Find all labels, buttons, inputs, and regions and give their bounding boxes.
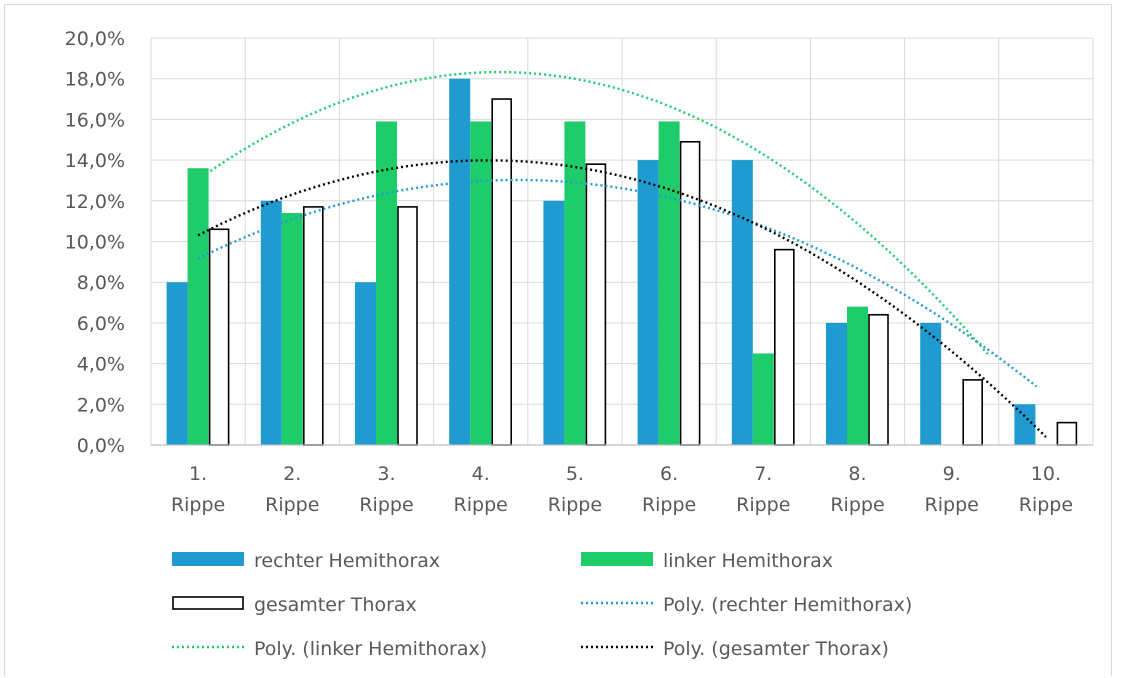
legend-swatch-1	[581, 552, 653, 566]
legend-swatch-0	[172, 552, 244, 566]
x-tick-label: 4.	[472, 463, 490, 485]
bar-2-7	[868, 313, 889, 446]
bar-2-9	[1056, 421, 1078, 446]
bar-1-0	[187, 168, 209, 446]
bar-1-1	[281, 213, 303, 445]
chart-frame: 0,0% 2,0% 4,0% 6,0% 8,0% 10,0% 12,0% 14,0% 16,0%…	[4, 4, 1112, 676]
bars	[166, 78, 1078, 446]
bar-0-1	[260, 200, 282, 445]
x-tick-label: Rippe	[1019, 494, 1073, 516]
bar-0-9	[1014, 404, 1036, 445]
y-tick-labels: 0,0% 2,0% 4,0% 6,0% 8,0% 10,0% 12,0% 14,0% 16,0%…	[65, 28, 125, 457]
y-tick-label: 2,0%	[77, 394, 125, 416]
trendlines	[197, 70, 1047, 438]
y-tick-label: 8,0%	[77, 272, 125, 294]
bar-2-6	[773, 248, 795, 446]
y-tick-label: 16,0%	[65, 109, 125, 131]
x-tick-label: 5.	[566, 463, 584, 485]
x-tick-label: Rippe	[171, 494, 225, 516]
bar-1-3	[470, 121, 492, 445]
bar-2-4	[585, 163, 607, 446]
legend-label-0: rechter Hemithorax	[254, 550, 440, 572]
x-tick-label: Rippe	[548, 494, 602, 516]
y-tick-label: 0,0%	[77, 435, 125, 457]
bar-0-7	[826, 322, 847, 445]
legend-label-3: Poly. (rechter Hemithorax)	[663, 594, 912, 616]
bar-2-1	[302, 206, 324, 446]
bar-2-2	[397, 206, 418, 446]
x-tick-label: 10.	[1031, 463, 1061, 485]
x-tick-label: Rippe	[359, 494, 413, 516]
bar-1-7	[847, 306, 868, 445]
y-tick-label: 6,0%	[77, 313, 125, 335]
bar-1-5	[658, 121, 680, 445]
legend-label-2: gesamter Thorax	[254, 594, 417, 616]
x-tick-label: 7.	[754, 463, 772, 485]
y-tick-label: 4,0%	[77, 354, 125, 376]
x-tick-label: 9.	[943, 463, 961, 485]
bar-0-2	[355, 282, 376, 445]
legend-swatch-2	[172, 596, 244, 610]
x-tick-labels: 1. Rippe 2. Rippe 3. Rippe 4. Rippe 5. Rippe 6. Rip…	[171, 463, 1073, 516]
y-tick-label: 18,0%	[65, 69, 125, 91]
bar-0-8	[920, 322, 942, 445]
x-tick-label: Rippe	[642, 494, 696, 516]
x-tick-label: Rippe	[925, 494, 979, 516]
x-tick-label: 3.	[377, 463, 395, 485]
bar-0-4	[543, 200, 565, 445]
x-tick-label: 6.	[660, 463, 678, 485]
legend-label-5: Poly. (gesamter Thorax)	[663, 638, 889, 660]
bar-chart: 0,0% 2,0% 4,0% 6,0% 8,0% 10,0% 12,0% 14,0% 16,0%…	[65, 28, 1094, 660]
bar-0-0	[166, 282, 188, 445]
bar-2-3	[491, 98, 513, 446]
bar-0-5	[637, 160, 659, 445]
bar-0-6	[731, 160, 753, 445]
x-tick-label: 8.	[848, 463, 866, 485]
y-tick-label: 20,0%	[65, 28, 125, 50]
x-tick-label: Rippe	[736, 494, 790, 516]
legend-label-1: linker Hemithorax	[663, 550, 833, 572]
x-tick-label: Rippe	[265, 494, 319, 516]
x-tick-label: Rippe	[830, 494, 884, 516]
y-tick-label: 12,0%	[65, 191, 125, 213]
bar-2-8	[962, 379, 984, 446]
x-tick-label: 1.	[189, 463, 207, 485]
trendline-0	[197, 178, 1038, 388]
x-tick-label: 2.	[283, 463, 301, 485]
bar-1-4	[564, 121, 586, 445]
y-tick-label: 10,0%	[65, 232, 125, 254]
bar-2-5	[679, 140, 701, 446]
bar-0-3	[449, 78, 471, 445]
legend: rechter Hemithorax linker Hemithorax gesam…	[172, 550, 912, 660]
bar-2-0	[208, 228, 230, 446]
bar-1-2	[376, 121, 397, 445]
x-tick-label: Rippe	[454, 494, 508, 516]
y-tick-label: 14,0%	[65, 150, 125, 172]
bar-1-6	[752, 353, 774, 445]
trendline-1	[197, 70, 991, 357]
legend-label-4: Poly. (linker Hemithorax)	[254, 638, 487, 660]
